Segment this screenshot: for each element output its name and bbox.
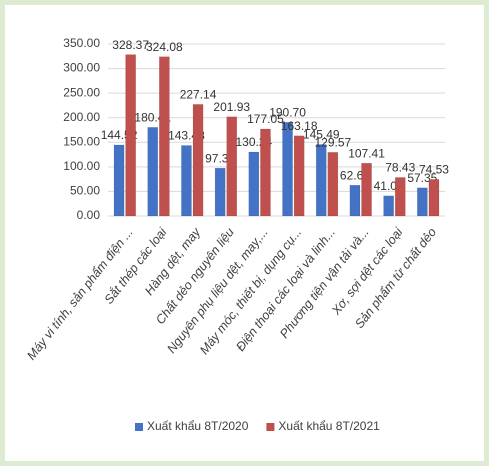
value-label: 78.43 (385, 161, 415, 175)
bar (248, 151, 260, 217)
y-tick-label: 100.00 (63, 159, 100, 173)
y-tick-label: 350.00 (63, 36, 100, 50)
y-tick-label: 250.00 (63, 85, 100, 99)
bar (181, 145, 192, 217)
bar (159, 56, 170, 217)
value-label: 201.93 (213, 100, 250, 114)
bar (417, 187, 428, 217)
bar (428, 179, 440, 217)
legend-label: Xuất khẩu 8T/2020 (147, 419, 249, 433)
bar (361, 162, 372, 217)
bar (315, 144, 327, 217)
value-label: 227.14 (180, 88, 217, 102)
y-tick-label: 0.00 (77, 208, 101, 222)
y-tick-label: 150.00 (63, 134, 100, 148)
bar (192, 104, 204, 217)
legend-swatch (266, 423, 275, 431)
bar (113, 144, 125, 217)
bar (349, 184, 361, 217)
y-tick-label: 50.00 (70, 184, 100, 198)
bar (394, 177, 406, 217)
bar (260, 128, 271, 217)
bar (293, 135, 305, 217)
bar (214, 167, 226, 217)
value-label: 177.05 (247, 112, 284, 126)
bar (327, 152, 339, 217)
bar (282, 122, 293, 217)
y-tick-label: 200.00 (63, 110, 100, 124)
chart: 0.00 50.00 100.00 150.00 200.00 250.00 300.00 3… (5, 5, 484, 461)
value-label: 328.37 (112, 38, 149, 52)
value-label: 74.53 (419, 163, 449, 177)
value-label: 129.57 (315, 135, 352, 149)
legend-label: Xuất khẩu 8T/2021 (278, 419, 380, 433)
bar (383, 195, 394, 217)
bar (125, 54, 136, 217)
legend-swatch (135, 423, 143, 431)
value-label: 324.08 (146, 40, 183, 54)
value-label: 190.70 (269, 105, 306, 119)
value-label: 163.18 (281, 119, 318, 133)
value-label: 107.41 (348, 146, 385, 160)
bar (226, 116, 238, 217)
bar (147, 127, 159, 217)
value-label: 145.49 (303, 128, 340, 142)
y-tick-label: 300.00 (63, 61, 100, 75)
